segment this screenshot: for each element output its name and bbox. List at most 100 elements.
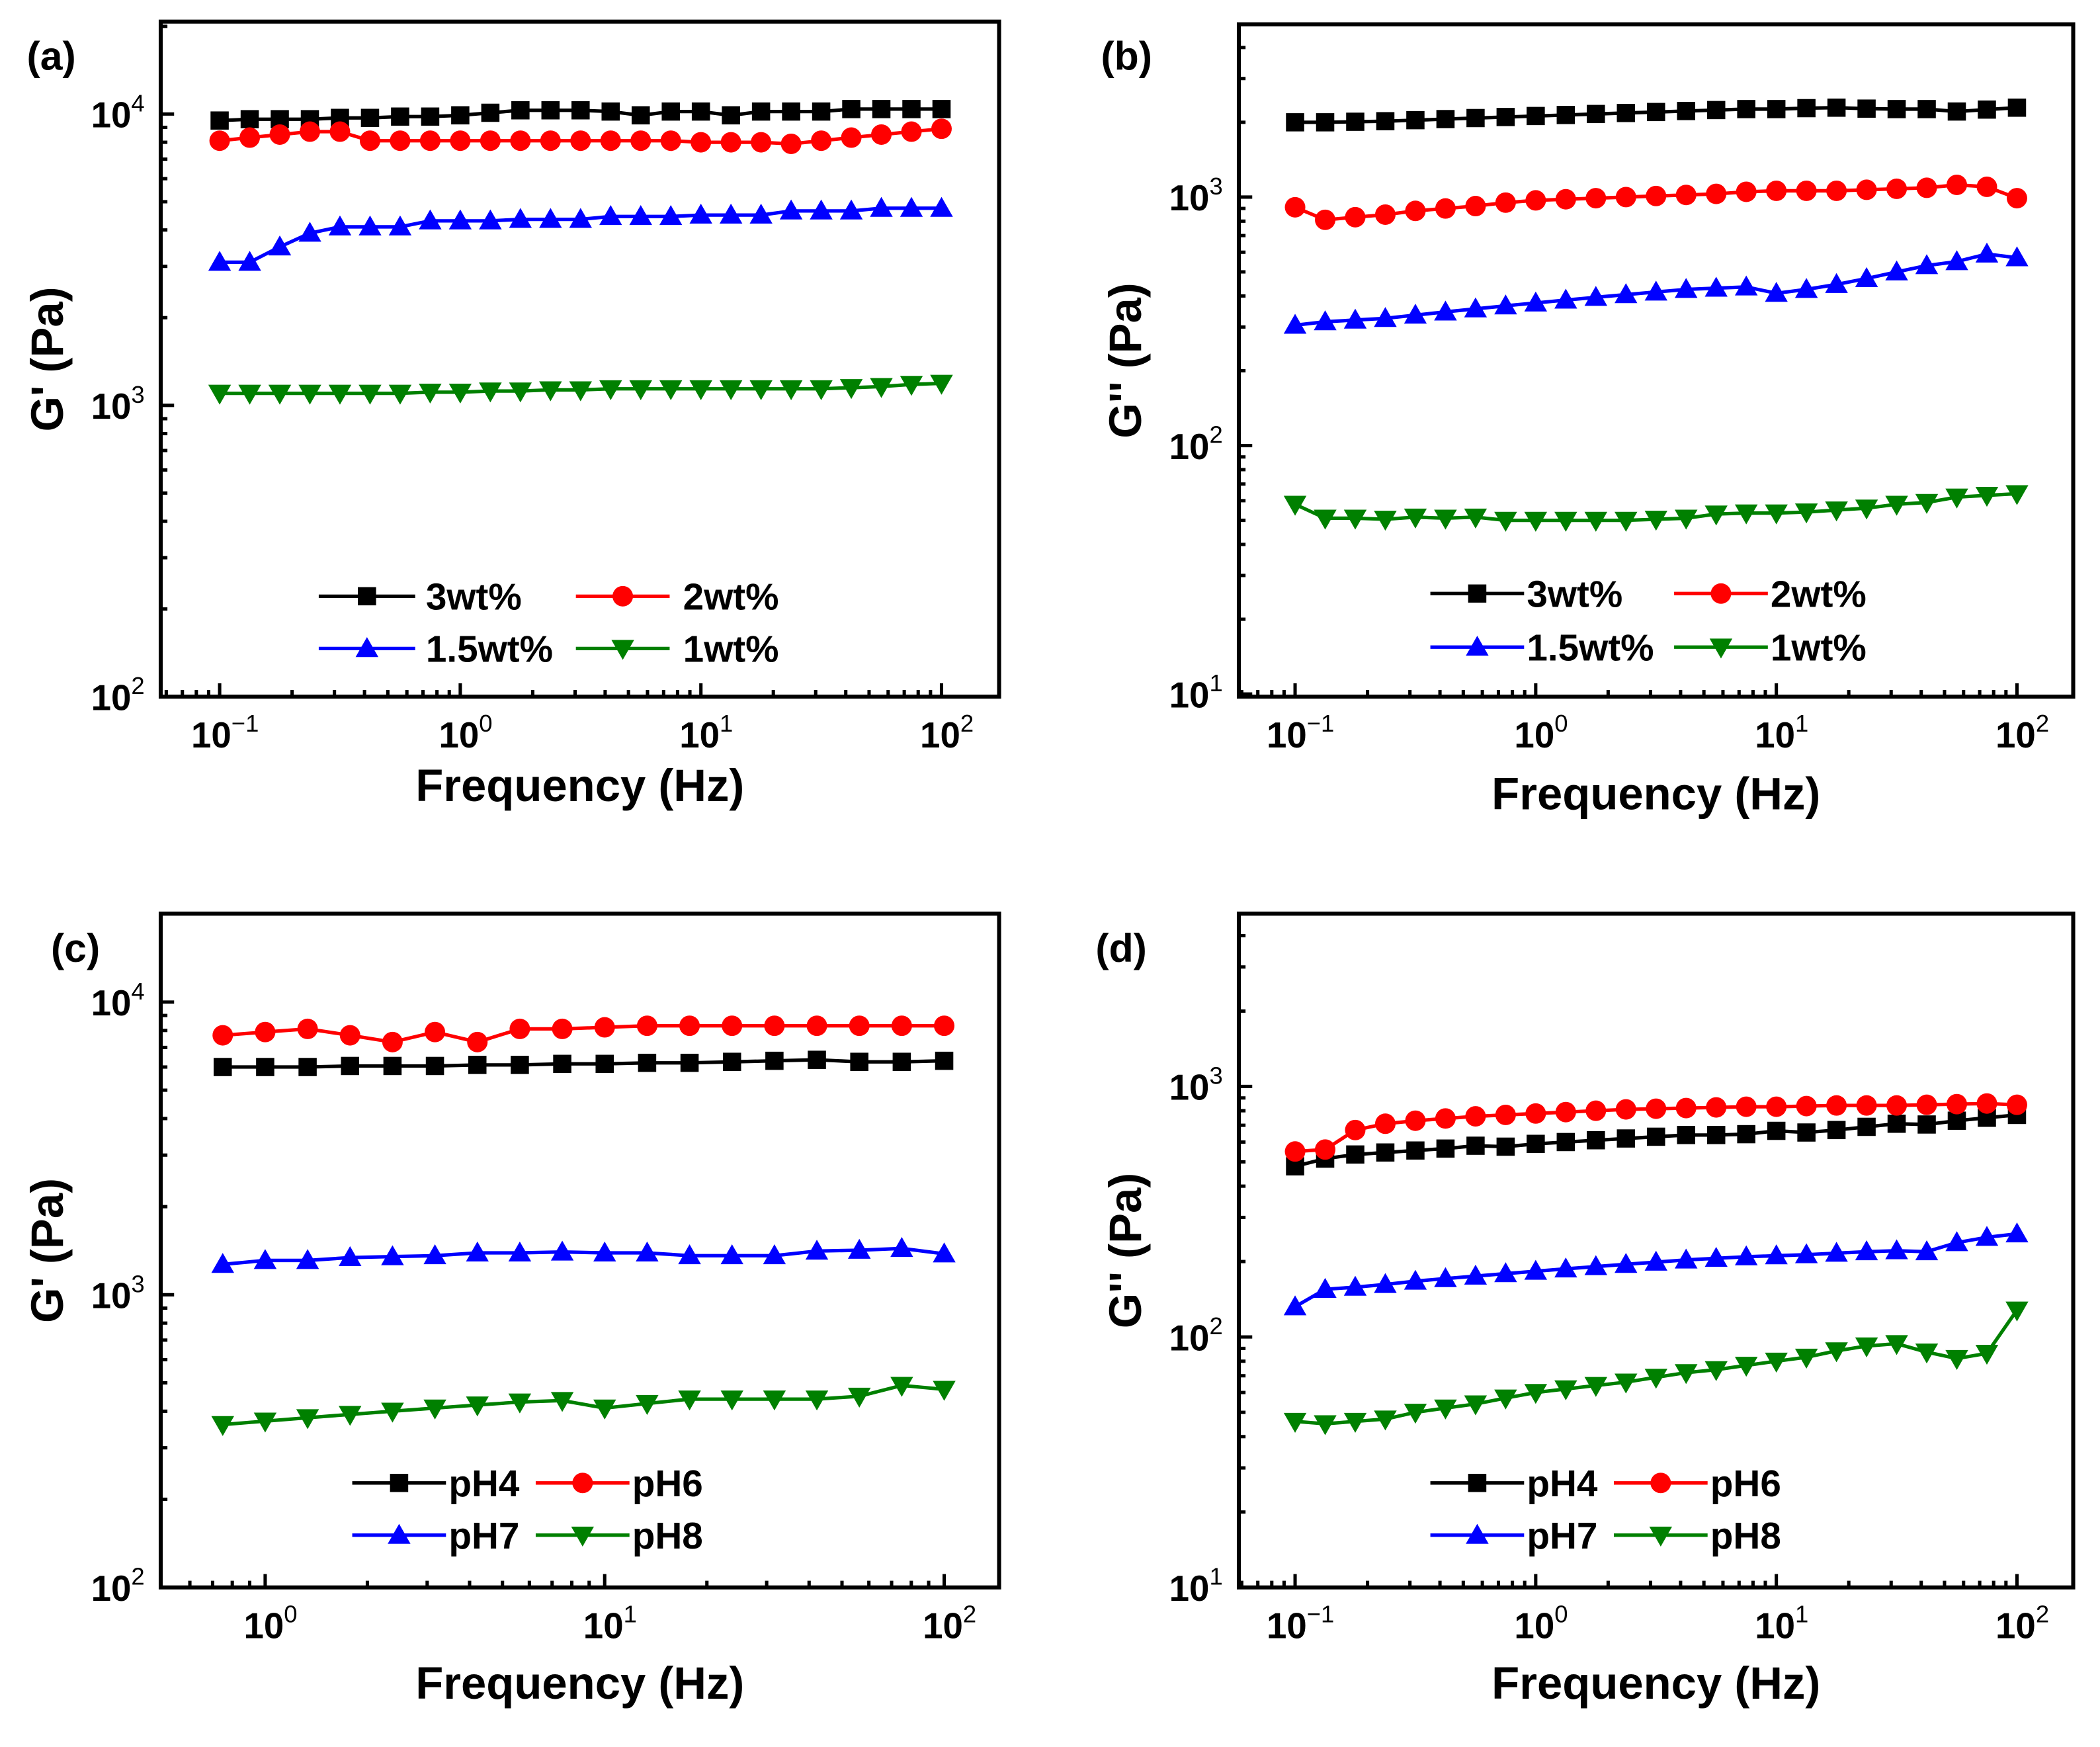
legend-label: pH6 <box>1710 1463 1781 1505</box>
data-point <box>629 205 652 226</box>
data-point <box>1587 105 1605 124</box>
data-point <box>934 1015 955 1037</box>
data-point <box>1374 1273 1397 1293</box>
data-point <box>1886 1095 1908 1116</box>
data-point <box>421 107 440 126</box>
data-point <box>1704 505 1728 526</box>
series-1.5wt% <box>208 196 953 271</box>
data-point <box>841 127 862 148</box>
data-point <box>594 1017 615 1038</box>
data-point <box>932 100 951 118</box>
data-point <box>1765 282 1788 302</box>
data-point <box>1286 113 1304 132</box>
data-point <box>1404 304 1427 324</box>
data-point <box>329 121 351 142</box>
tick-exponent: 1 <box>624 1600 637 1627</box>
data-point <box>1584 286 1608 306</box>
tick-base: 10 <box>91 1568 132 1609</box>
y-tick-label: 101 <box>1169 1563 1223 1609</box>
series-pH4 <box>213 1050 954 1076</box>
data-point <box>466 1241 489 1261</box>
data-point <box>1976 176 1997 197</box>
data-point <box>839 199 863 220</box>
legend-marker <box>358 587 376 606</box>
data-point <box>328 215 352 235</box>
data-point <box>570 130 591 151</box>
data-point <box>1556 1132 1575 1152</box>
data-point <box>2006 1094 2027 1115</box>
legend-entry: 2wt% <box>575 577 779 618</box>
tick-exponent: −1 <box>1307 1600 1335 1627</box>
data-point <box>360 108 380 127</box>
data-point <box>678 1244 701 1265</box>
data-point <box>722 1015 743 1037</box>
data-point <box>419 383 442 404</box>
data-point <box>1524 1259 1548 1280</box>
data-point <box>1975 1226 1999 1246</box>
data-point <box>1434 509 1457 530</box>
data-point <box>1464 1264 1488 1285</box>
series-line <box>1294 1309 2019 1426</box>
legend-label: 1wt% <box>1771 628 1867 669</box>
legend-marker <box>390 1474 409 1492</box>
data-point <box>1374 307 1397 327</box>
data-point <box>751 102 771 121</box>
data-point <box>2007 99 2027 117</box>
data-point <box>763 1390 786 1411</box>
data-point <box>1976 1093 1997 1114</box>
data-point <box>808 1050 826 1069</box>
legend-label: 2wt% <box>683 577 779 618</box>
data-point <box>811 130 832 151</box>
data-point <box>1345 206 1366 228</box>
tick-exponent: 2 <box>2036 1600 2049 1627</box>
data-point <box>810 199 833 220</box>
data-point <box>1947 102 1966 121</box>
data-point <box>509 208 532 228</box>
legend-label: pH6 <box>632 1463 703 1505</box>
data-point <box>763 1244 786 1265</box>
data-point <box>390 130 411 151</box>
tick-base: 10 <box>91 677 132 718</box>
data-point <box>1314 1415 1337 1435</box>
legend-entry: pH4 <box>352 1463 520 1505</box>
tick-base: 10 <box>91 95 132 136</box>
data-point <box>593 1399 616 1420</box>
data-point <box>933 1242 956 1263</box>
data-point <box>599 380 622 400</box>
data-point <box>1644 511 1667 531</box>
legend-marker <box>1466 1523 1489 1544</box>
tick-base: 10 <box>1514 1606 1554 1646</box>
data-point <box>779 199 803 220</box>
data-point <box>1734 1245 1758 1265</box>
tick-base: 10 <box>1169 427 1210 467</box>
data-point <box>659 380 683 400</box>
data-point <box>1646 185 1667 206</box>
data-point <box>1675 509 1698 530</box>
x-axis-label: Frequency (Hz) <box>1491 768 1820 819</box>
data-point <box>1734 1357 1758 1377</box>
data-point <box>1436 1139 1455 1158</box>
data-point <box>1706 1126 1726 1144</box>
data-point <box>1855 1240 1878 1261</box>
tick-exponent: 1 <box>1209 1563 1222 1590</box>
series-pH8 <box>211 1377 956 1436</box>
tick-base: 10 <box>1514 715 1554 755</box>
data-point <box>296 1409 319 1429</box>
legend-label: pH7 <box>1527 1515 1597 1557</box>
data-point <box>659 205 683 226</box>
data-point <box>870 378 893 398</box>
tick-base: 10 <box>1755 715 1795 755</box>
data-point <box>1406 1141 1425 1160</box>
legend-entry: 1.5wt% <box>318 629 553 671</box>
data-point <box>358 215 382 235</box>
data-point <box>890 1237 913 1257</box>
data-point <box>1704 277 1728 297</box>
data-point <box>359 130 380 151</box>
tick-exponent: 3 <box>131 381 144 408</box>
data-point <box>539 381 562 402</box>
panel-label: (b) <box>1101 34 1152 79</box>
data-point <box>931 118 952 140</box>
data-point <box>1916 177 1937 198</box>
